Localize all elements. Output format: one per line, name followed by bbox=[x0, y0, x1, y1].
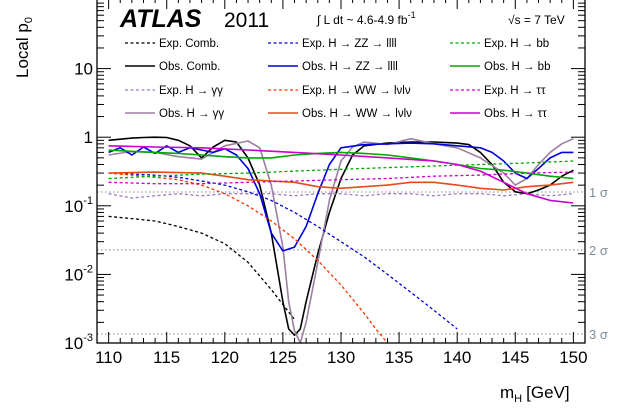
significance-lines: 1 σ 2 σ 3 σ bbox=[97, 185, 608, 342]
x-tick-label: 115 bbox=[153, 348, 180, 367]
series-line bbox=[108, 137, 574, 344]
legend-label: Obs. H → γγ bbox=[159, 108, 224, 120]
series-line bbox=[108, 215, 296, 320]
luminosity-label: ∫ L dt ~ 4.6-4.9 fb-1 bbox=[316, 10, 416, 27]
legend-label: Obs. H → WW → lνlν bbox=[302, 108, 412, 120]
series-line bbox=[108, 193, 574, 199]
atlas-label: ATLAS bbox=[119, 5, 202, 33]
legend-label: Exp. H → γγ bbox=[159, 85, 223, 97]
legend-label: Exp. Comb. bbox=[159, 38, 219, 50]
y-tick-label: 10 bbox=[74, 60, 93, 79]
y-axis-title: Local p0 bbox=[13, 17, 35, 78]
legend-label: Exp. H → WW → lνlν bbox=[302, 85, 411, 97]
y-tick-label: 1 bbox=[84, 128, 93, 147]
legend-label: Exp. H → ZZ → llll bbox=[302, 38, 397, 50]
x-tick-label: 145 bbox=[501, 348, 529, 367]
x-tick-label: 110 bbox=[95, 348, 122, 367]
legend-label: Exp. H → bb bbox=[484, 38, 549, 50]
energy-label: √s = 7 TeV bbox=[508, 13, 565, 27]
series-line bbox=[108, 145, 574, 204]
sigma-label: 1 σ bbox=[589, 185, 608, 200]
series-line bbox=[108, 172, 389, 344]
series-line bbox=[108, 136, 574, 337]
series-line bbox=[108, 149, 574, 180]
series-lines bbox=[108, 136, 574, 344]
year-label: 2011 bbox=[224, 9, 269, 32]
y-tick-label: 10-2 bbox=[64, 263, 93, 284]
legend-label: Obs. H → ττ bbox=[484, 108, 547, 120]
x-tick-label: 130 bbox=[327, 348, 355, 367]
series-line bbox=[108, 160, 574, 180]
x-tick-label: 120 bbox=[211, 348, 239, 367]
sigma-label: 3 σ bbox=[589, 327, 608, 342]
legend-label: Exp. H → ττ bbox=[484, 85, 546, 97]
x-axis-title: mH [GeV] bbox=[500, 383, 570, 405]
legend: Exp. Comb. Obs. Comb. Exp. H → γγ Obs. H → … bbox=[125, 38, 550, 120]
series-line bbox=[108, 171, 574, 191]
series-line bbox=[108, 142, 574, 252]
x-tick-label: 150 bbox=[559, 348, 587, 367]
x-tick-label: 125 bbox=[269, 348, 297, 367]
y-tick-label: 10-1 bbox=[64, 195, 93, 216]
x-tick-label: 140 bbox=[443, 348, 471, 367]
sigma-label: 2 σ bbox=[589, 243, 608, 258]
series-line bbox=[108, 171, 574, 185]
legend-label: Obs. Comb. bbox=[159, 61, 220, 73]
legend-label: Obs. H → ZZ → llll bbox=[302, 61, 398, 73]
legend-label: Obs. H → bb bbox=[484, 61, 550, 73]
header: ATLAS 2011 ∫ L dt ~ 4.6-4.9 fb-1 √s = 7 … bbox=[119, 5, 565, 33]
x-tick-label: 135 bbox=[385, 348, 413, 367]
axis-ticks: 110 115 120 125 130 135 140 145 15010-310-210-11… bbox=[64, 0, 588, 367]
y-tick-label: 10-3 bbox=[64, 332, 93, 353]
